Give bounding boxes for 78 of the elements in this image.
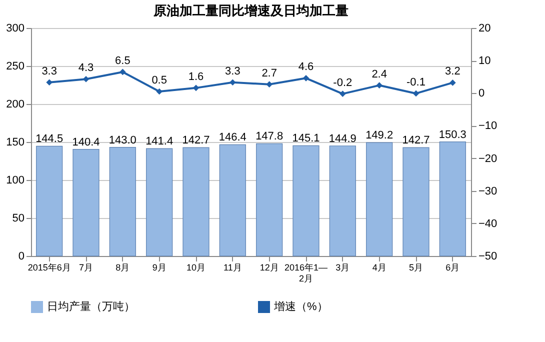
- data-label: 141.4: [146, 136, 174, 148]
- data-label: 6.5: [115, 54, 130, 67]
- bar: [366, 142, 393, 256]
- y-tick-label: 50: [12, 212, 24, 224]
- bar: [439, 141, 466, 256]
- x-tick-label: 11月: [223, 262, 242, 272]
- bar: [109, 147, 136, 256]
- y-tick-label: 0: [18, 250, 24, 262]
- chart-title: 原油加工量同比增速及日均加工量: [152, 3, 348, 18]
- data-label: 150.3: [438, 128, 466, 141]
- data-label: 147.8: [256, 130, 284, 143]
- data-label: 3.3: [225, 65, 240, 78]
- data-label: 4.3: [78, 62, 94, 74]
- bar: [329, 146, 356, 256]
- x-tick-label: 8月: [116, 262, 130, 272]
- data-label: 142.7: [402, 134, 430, 147]
- bar: [72, 148, 100, 256]
- data-label: 146.4: [218, 132, 246, 144]
- data-label: 2.7: [262, 67, 277, 80]
- x-tick-label: 5月: [408, 262, 424, 272]
- y-tick-label: 300: [6, 22, 24, 34]
- y2-tick-label: −30: [478, 185, 498, 198]
- x-tick-label: 3月: [336, 262, 350, 272]
- x-tick-label: 2015年6月: [28, 262, 71, 272]
- data-label: 142.7: [182, 134, 210, 147]
- legend-label: 增速（%）: [273, 300, 328, 313]
- data-label: 144.5: [36, 133, 64, 146]
- y2-tick-label: 0: [478, 88, 485, 100]
- x-tick-label: 9月: [152, 262, 166, 272]
- x-tick-label: 4月: [372, 262, 386, 272]
- bar: [256, 143, 283, 256]
- data-label: 0.5: [152, 74, 167, 87]
- y2-tick-label: 10: [478, 55, 491, 68]
- y-tick-label: 100: [6, 174, 24, 186]
- data-label: 143.0: [108, 134, 136, 146]
- point: [156, 88, 162, 95]
- legend-label: 日均产量（万吨）: [47, 300, 135, 313]
- data-label: -0.1: [406, 76, 426, 88]
- y2-tick-label: 20: [478, 22, 491, 34]
- data-label: 4.6: [298, 61, 314, 74]
- data-label: 149.2: [366, 130, 394, 142]
- y-tick-label: 200: [6, 98, 24, 110]
- point: [82, 76, 90, 82]
- bar: [219, 144, 246, 256]
- y-tick-label: 150: [6, 136, 24, 148]
- point: [192, 84, 200, 92]
- data-label: 1.6: [188, 70, 204, 83]
- data-label: -0.2: [333, 76, 352, 89]
- point: [450, 80, 456, 86]
- point: [302, 75, 310, 82]
- data-label: 144.9: [328, 132, 356, 145]
- x-tick-label: 6月: [446, 262, 460, 272]
- data-label: 3.3: [42, 65, 57, 78]
- y2-tick-label: −50: [478, 250, 498, 262]
- data-label: 2.4: [372, 68, 387, 80]
- data-label: 3.2: [445, 66, 460, 78]
- x-tick-label: 2016年1—2月: [284, 262, 328, 284]
- x-tick-label: 12月: [260, 262, 279, 272]
- data-label: 145.1: [292, 132, 320, 145]
- point: [412, 90, 420, 97]
- data-label: 140.4: [72, 136, 100, 148]
- bar: [402, 147, 430, 256]
- bar: [292, 145, 320, 256]
- y2-tick-label: −20: [478, 152, 498, 165]
- point: [46, 79, 52, 86]
- y-tick-label: 250: [6, 60, 24, 72]
- point: [340, 90, 346, 97]
- bar: [146, 148, 173, 256]
- point: [230, 79, 236, 86]
- x-tick-label: 7月: [78, 262, 94, 272]
- bar: [182, 147, 210, 256]
- y2-tick-label: −40: [478, 218, 498, 230]
- y2-tick-label: −10: [478, 120, 498, 132]
- point: [376, 82, 382, 88]
- point: [120, 68, 126, 76]
- x-tick-label: 10月: [186, 262, 206, 272]
- bar: [36, 146, 63, 256]
- point: [266, 81, 272, 88]
